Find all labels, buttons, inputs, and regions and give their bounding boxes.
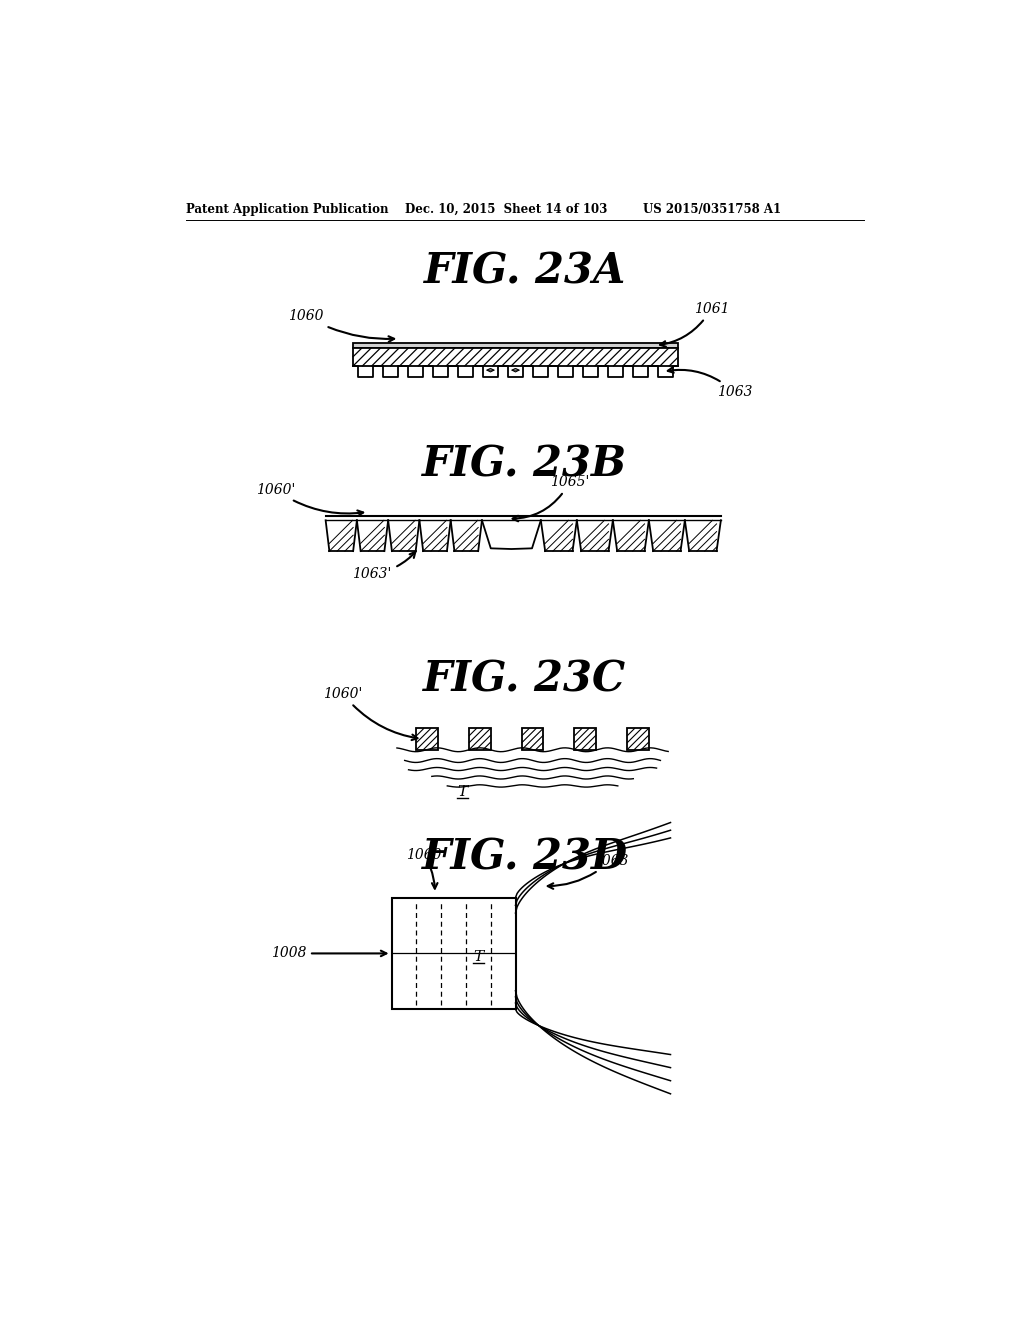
Text: 1060': 1060' — [256, 483, 364, 516]
Text: FIG. 23A: FIG. 23A — [424, 251, 626, 293]
Bar — [521, 729, 544, 750]
Text: 1060: 1060 — [407, 849, 441, 888]
Text: FIG. 23C: FIG. 23C — [423, 659, 627, 701]
Text: 1063: 1063 — [548, 854, 629, 888]
Text: 1060': 1060' — [323, 686, 418, 741]
Text: T: T — [458, 785, 468, 799]
Text: 1065': 1065' — [513, 475, 590, 521]
Text: 1060: 1060 — [289, 309, 394, 342]
Text: 1063': 1063' — [352, 552, 416, 581]
Text: Dec. 10, 2015  Sheet 14 of 103: Dec. 10, 2015 Sheet 14 of 103 — [406, 203, 608, 216]
Bar — [417, 729, 438, 750]
Text: US 2015/0351758 A1: US 2015/0351758 A1 — [643, 203, 781, 216]
Text: 1061: 1061 — [660, 301, 729, 347]
Bar — [352, 348, 678, 367]
Text: T: T — [473, 950, 483, 965]
Bar — [469, 729, 490, 750]
Text: 1063: 1063 — [668, 367, 753, 400]
Text: FIG. 23D: FIG. 23D — [422, 836, 628, 878]
Bar — [627, 729, 649, 750]
Text: Patent Application Publication: Patent Application Publication — [186, 203, 389, 216]
Text: 1008: 1008 — [270, 946, 386, 961]
Bar — [352, 343, 678, 348]
Bar — [391, 898, 515, 1010]
Bar — [574, 729, 596, 750]
Text: FIG. 23B: FIG. 23B — [422, 444, 628, 486]
